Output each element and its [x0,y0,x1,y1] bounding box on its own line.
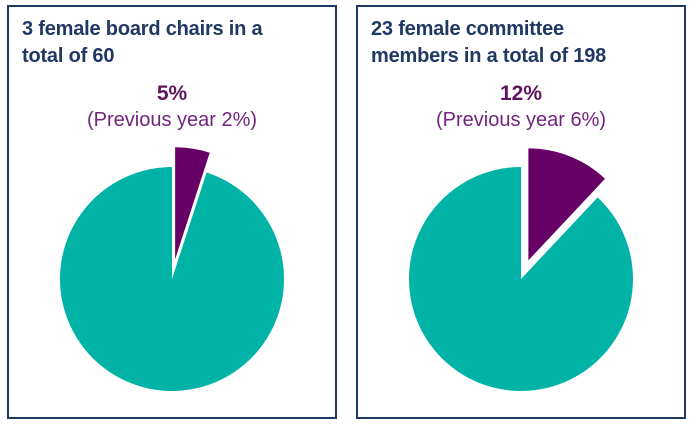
committee-members-previous-year-label: (Previous year 6%) [435,109,607,132]
committee-members-pie-chart [408,148,633,392]
committee-members-panel: 23 female committee members in a total o… [356,5,686,419]
board-chairs-pie-chart [60,147,285,392]
pie-slice-female-board-chairs [175,147,210,260]
board-chairs-panel: 3 female board chairs in a total of 60 5… [7,5,337,419]
committee-members-percent-label: 12% [499,82,543,105]
board-chairs-title: 3 female board chairs in a total of 60 [22,18,263,67]
pie-slice-remainder [60,167,285,392]
committee-members-title: 23 female committee members in a total o… [371,18,607,67]
board-chairs-percent-label: 5% [156,82,188,105]
board-chairs-previous-year-label: (Previous year 2%) [86,109,258,132]
infographic-container: 3 female board chairs in a total of 60 5… [7,5,686,419]
pie-slice-remainder [408,167,633,392]
pie-slice-female-committee-members [528,148,606,261]
